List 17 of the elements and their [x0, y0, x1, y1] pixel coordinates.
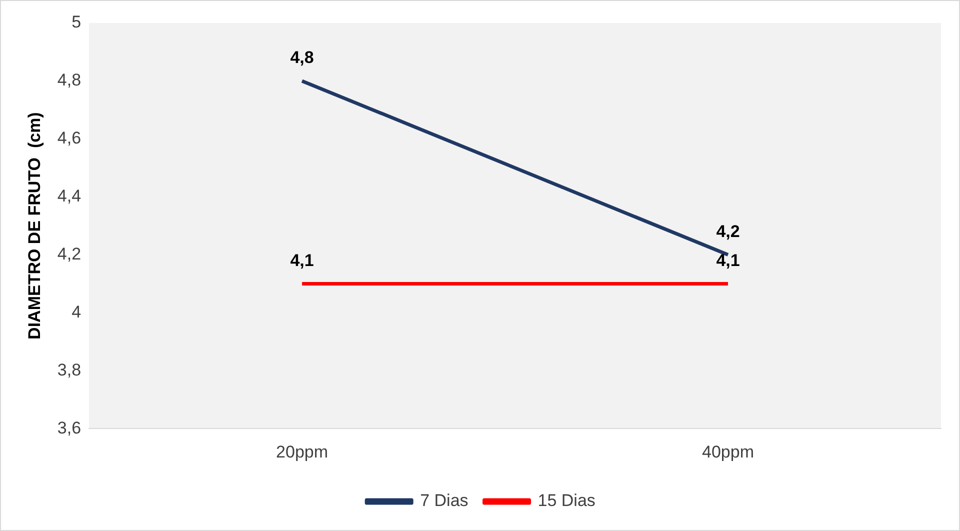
data-label: 4,1: [716, 250, 740, 270]
legend-label: 7 Dias: [420, 491, 468, 510]
legend-label: 15 Dias: [538, 491, 596, 510]
y-tick-label: 5: [72, 12, 82, 32]
y-axis-title: DIAMETRO DE FRUTO (cm): [24, 112, 44, 340]
y-tick-label: 4,6: [57, 128, 82, 148]
data-label: 4,2: [716, 222, 740, 241]
y-tick-label: 3,6: [57, 418, 82, 438]
data-label: 4,8: [290, 48, 314, 68]
y-tick-label: 4,2: [57, 244, 82, 264]
y-tick-label: 4: [72, 302, 82, 322]
x-tick-label: 40ppm: [702, 442, 754, 462]
data-label: 4,1: [290, 250, 314, 270]
y-tick-label: 3,8: [57, 360, 82, 380]
x-tick-label: 20ppm: [276, 442, 328, 462]
y-tick-label: 4,8: [57, 70, 82, 90]
y-tick-label: 4,4: [57, 186, 82, 206]
